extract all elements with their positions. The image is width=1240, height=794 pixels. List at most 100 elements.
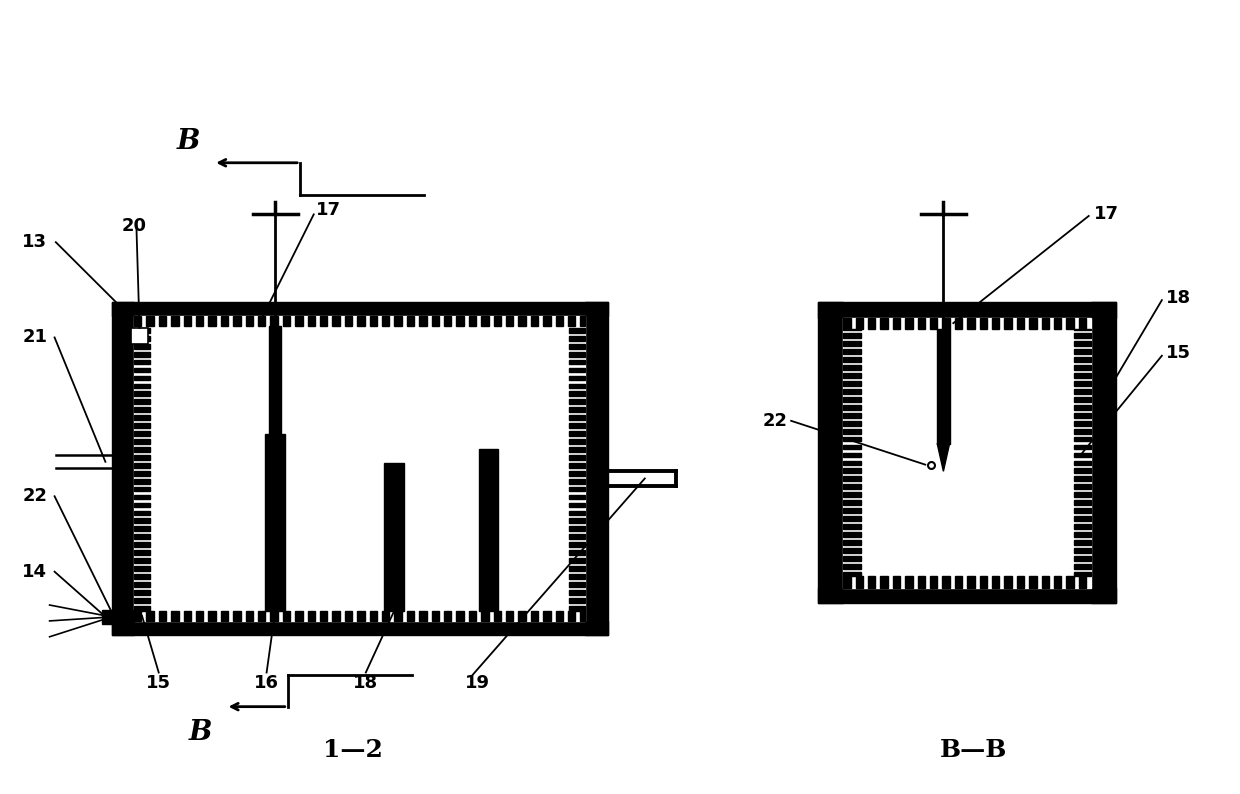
Bar [569,336,585,341]
Bar [518,611,526,621]
Bar [1074,500,1091,505]
Bar [918,318,925,329]
Bar [258,611,265,621]
Bar [1029,576,1037,588]
Bar [134,503,150,507]
Bar [843,318,851,329]
Bar [134,415,150,420]
Bar [134,471,150,476]
Bar [134,328,150,333]
Bar [843,445,861,449]
Bar [208,611,216,621]
Bar [1074,524,1091,529]
Bar [1074,445,1091,449]
Text: 13: 13 [22,233,47,251]
Bar [843,405,861,410]
Bar [134,542,150,547]
Bar [843,556,861,561]
Bar [955,318,962,329]
Bar [569,439,585,444]
Bar [357,316,365,326]
Bar [569,542,585,547]
Bar [283,316,290,326]
Bar [184,316,191,326]
Bar [569,376,585,380]
Bar [580,316,585,326]
Bar [569,326,585,611]
Bar [469,611,476,621]
Bar [270,611,278,621]
Bar [384,463,404,611]
Bar [134,316,141,326]
Bar [134,463,150,468]
Bar [221,611,228,621]
Bar [905,318,913,329]
Polygon shape [937,444,950,472]
Bar [569,511,585,515]
Bar [569,479,585,484]
Bar [332,611,340,621]
Bar [1029,318,1037,329]
Bar [196,316,203,326]
Bar [843,437,861,441]
Bar [159,611,166,621]
Bar [556,611,563,621]
Bar [320,611,327,621]
Bar [382,316,389,326]
Bar [494,316,501,326]
Bar [543,611,551,621]
Bar [843,492,861,497]
Bar [531,316,538,326]
Bar [918,576,925,588]
Bar [134,582,150,587]
Bar [843,365,861,370]
Bar [134,558,150,563]
Bar [843,461,861,465]
Bar [1074,373,1091,378]
Bar [843,318,1091,329]
Bar [246,316,253,326]
Bar [843,532,861,537]
Bar [1054,318,1061,329]
Bar [992,318,999,329]
Bar [568,316,575,326]
Bar [134,611,585,621]
Bar [980,576,987,588]
Bar [1074,421,1091,426]
Bar [134,590,150,595]
Bar [112,302,608,316]
Bar [843,329,861,576]
Bar [569,447,585,452]
Bar [1074,429,1091,434]
Bar [308,316,315,326]
Bar [569,590,585,595]
Bar [861,329,1074,576]
Bar [456,611,464,621]
Text: 15: 15 [146,674,171,692]
Text: B—B: B—B [940,738,1007,762]
Bar [818,302,843,603]
Bar [569,399,585,404]
Bar [456,316,464,326]
Bar [481,316,489,326]
Bar [569,360,585,364]
Bar [134,550,150,555]
Bar [518,316,526,326]
Bar [569,423,585,428]
Bar [569,344,585,349]
Bar [967,318,975,329]
Bar [843,357,861,362]
Bar [893,318,900,329]
Bar [134,344,150,349]
Bar [937,329,950,444]
Bar [1074,556,1091,561]
Bar [568,611,575,621]
Bar [1074,341,1091,346]
Bar [1066,318,1074,329]
Text: 19: 19 [465,674,490,692]
Bar [569,407,585,412]
Bar [1074,572,1091,576]
Bar [494,611,501,621]
Bar [1074,492,1091,497]
Bar [1042,576,1049,588]
